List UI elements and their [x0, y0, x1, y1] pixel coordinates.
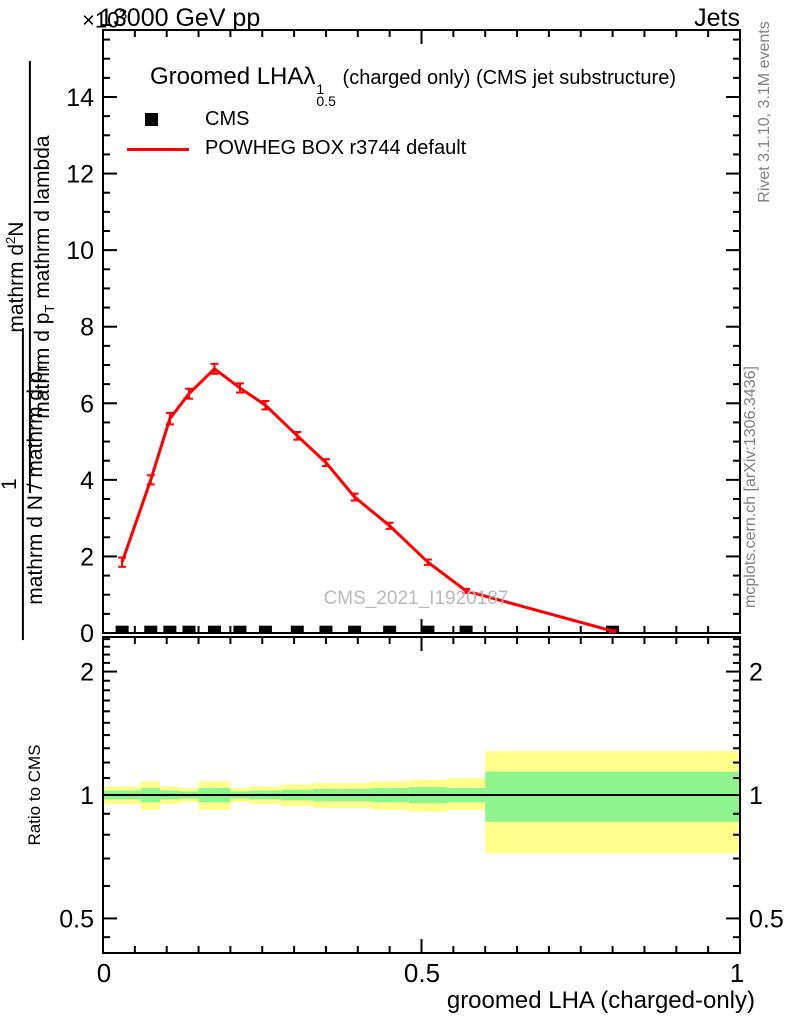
- cms-data-point: [233, 625, 247, 633]
- x-axis-title: groomed LHA (charged-only): [446, 987, 755, 1014]
- axis-tick-label: 0.5: [749, 905, 784, 933]
- cms-data-point: [348, 625, 362, 633]
- main-frame: [102, 29, 741, 634]
- cms-data-point: [144, 625, 158, 633]
- cms-data-point: [290, 625, 304, 633]
- cms-data-point: [421, 625, 435, 633]
- ratio-frame: [102, 636, 741, 954]
- y-axis-label-lower: 1 mathrm d N / mathrm d pT: [0, 328, 51, 641]
- y-axis-exponent: ×103: [82, 6, 128, 33]
- axis-tick-label: 1: [749, 782, 763, 810]
- axis-tick-label: 2: [749, 659, 763, 687]
- y-frac-upper-numerator: mathrm d2N: [2, 221, 28, 333]
- header-process: Jets: [694, 4, 740, 32]
- cms-data-point: [459, 625, 473, 633]
- axis-tick-label: 14: [66, 84, 94, 112]
- x-tick-1: 1: [729, 958, 745, 988]
- axis-tick-label: 8: [80, 314, 94, 342]
- plot-title: Groomed LHAλ 1 0.5 (charged only) (CMS jet…: [150, 63, 676, 109]
- y-frac-lower-denominator: mathrm d N / mathrm d pT: [23, 363, 51, 605]
- x-tick-0p5: 0.5: [403, 958, 441, 988]
- legend-label-cms: CMS: [205, 108, 250, 130]
- axis-tick-label: 1: [80, 782, 94, 810]
- ratio-band-green: [485, 771, 740, 822]
- ratio-plot-svg: 0.5 0.5 1 1 2 2: [59, 636, 784, 954]
- cms-data-point: [115, 625, 129, 633]
- legend-marker-cms: [145, 113, 158, 126]
- axis-tick-label: 2: [80, 543, 94, 571]
- x-tick-0: 0: [96, 958, 112, 988]
- axis-tick-label: 10: [66, 237, 94, 265]
- main-plot-area: 0 2 4 6 8 10 12 14: [66, 29, 741, 648]
- plot-title-main: Groomed LHA: [150, 63, 304, 90]
- cms-data-point: [182, 625, 196, 633]
- cms-data-point: [383, 625, 397, 633]
- cms-data-point: [207, 625, 221, 633]
- plot-title-suffix: (charged only) (CMS jet substructure): [342, 67, 676, 89]
- legend-marker-powheg: [127, 148, 189, 151]
- main-plot-svg: 0 2 4 6 8 10 12 14: [66, 29, 741, 648]
- lambda-symbol: λ: [303, 63, 316, 90]
- cms-data-point: [606, 625, 620, 633]
- cms-data-point: [163, 625, 177, 633]
- ratio-axis-label: Ratio to CMS: [25, 744, 44, 846]
- legend-label-powheg: POWHEG BOX r3744 default: [205, 137, 467, 159]
- ratio-plot-area: 0.5 0.5 1 1 2 2: [59, 636, 784, 954]
- axis-tick-label: 12: [66, 161, 94, 189]
- powheg-line: [120, 367, 613, 633]
- rivet-version-note: Rivet 3.1.10, 3.1M events: [756, 21, 773, 203]
- cms-data-point: [319, 625, 333, 633]
- black-square-icon: [145, 113, 158, 126]
- axis-tick-label: 0: [80, 620, 94, 648]
- axis-tick-label: 6: [80, 390, 94, 418]
- axis-tick-label: 2: [80, 659, 94, 687]
- y-frac-lower-numerator: 1: [0, 478, 21, 490]
- axis-tick-label: 4: [80, 467, 94, 495]
- lambda-indices: 1 0.5: [316, 81, 336, 109]
- watermark: CMS_2021_I1920187: [323, 588, 509, 609]
- header-energy: 13000 GeV pp: [99, 4, 261, 32]
- cms-data-point: [258, 625, 272, 633]
- axis-tick-label: 0.5: [59, 905, 94, 933]
